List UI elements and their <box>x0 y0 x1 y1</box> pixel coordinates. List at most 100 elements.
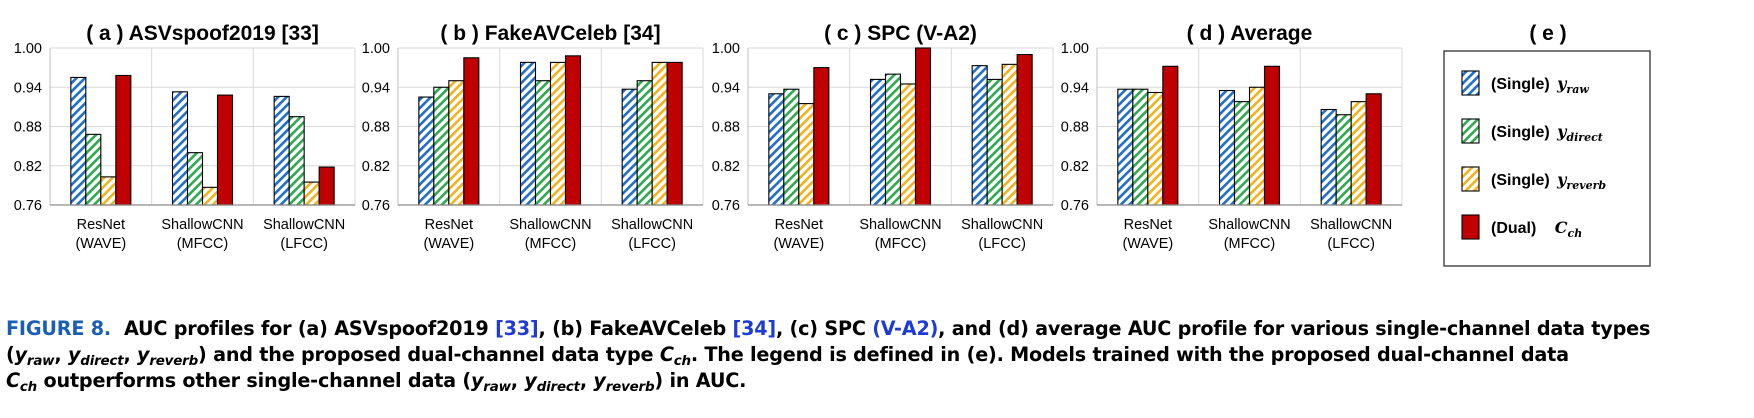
bar-direct <box>636 80 653 206</box>
caption-line-1: FIGURE 8. AUC profiles for (a) ASVspoof2… <box>6 316 1746 342</box>
bar-reverb <box>1147 91 1164 206</box>
caption-symbol: y <box>67 343 81 366</box>
caption-text: , and (d) average AUC profile for variou… <box>938 317 1651 340</box>
y-tick-label: 0.82 <box>1061 159 1089 175</box>
bar-dual <box>813 67 830 206</box>
y-tick-label: 0.88 <box>14 120 42 136</box>
y-tick-label: 0.94 <box>1061 80 1089 96</box>
y-tick-label: 0.76 <box>1061 198 1089 214</box>
y-tick-label: 0.94 <box>14 80 42 96</box>
bar-dual <box>666 61 683 206</box>
x-tick-label: ResNet (WAVE) <box>75 217 126 252</box>
bar-dual <box>1162 65 1179 206</box>
bar-reverb <box>448 80 465 206</box>
y-tick-label: 0.88 <box>362 120 390 136</box>
y-tick-label: 1.00 <box>712 41 740 57</box>
caption-symbol: y <box>593 369 606 392</box>
x-tick-label: ShallowCNN (MFCC) <box>1208 217 1290 252</box>
bar-direct <box>783 88 800 206</box>
caption-figure-label: FIGURE 8. <box>6 317 111 340</box>
caption-subscript: ch <box>19 380 38 395</box>
ref-va2-link[interactable]: (V-A2) <box>872 317 939 340</box>
y-tick-label: 0.82 <box>14 159 42 175</box>
bar-raw <box>171 91 189 206</box>
caption-subscript: raw <box>483 380 511 395</box>
ref-34-link[interactable]: [34] <box>732 317 777 340</box>
caption-text: , (b) FakeAVCeleb <box>538 317 733 340</box>
chart-panel-1: ( a ) ASVspoof2019 [33] 0.76 0.82 0.88 0.94 1… <box>14 22 356 252</box>
x-tick-label: ResNet (WAVE) <box>773 217 824 252</box>
bar-raw <box>519 61 537 206</box>
bar-dual <box>115 74 132 206</box>
caption-symbol: y <box>470 369 484 392</box>
caption-line-2: (yraw, ydirect, yreverb) and the propose… <box>6 342 1746 368</box>
y-tick-label: 0.76 <box>362 198 390 214</box>
caption-symbol: y <box>14 343 28 366</box>
caption-text: AUC profiles for (a) ASVspoof2019 <box>123 317 496 340</box>
caption-symbol: C <box>659 343 674 366</box>
ref-33-link[interactable]: [33] <box>495 317 539 340</box>
caption-text: ( <box>6 343 15 366</box>
legend-title: ( e ) <box>1529 22 1566 45</box>
x-tick-label: ShallowCNN (LFCC) <box>263 217 345 252</box>
x-tick-label: ShallowCNN (MFCC) <box>509 217 591 252</box>
bar-direct <box>186 152 204 206</box>
bar-raw <box>869 78 887 206</box>
bar-direct <box>986 78 1003 206</box>
y-tick-label: 0.94 <box>712 80 740 96</box>
bar-dual <box>318 166 335 206</box>
caption-sep: , <box>579 369 594 392</box>
bar-direct <box>1132 88 1149 206</box>
bar-direct <box>884 73 902 206</box>
bar-reverb <box>1350 101 1367 206</box>
bar-direct <box>288 116 305 206</box>
y-tick-label: 0.82 <box>712 159 740 175</box>
bar-reverb <box>899 83 917 206</box>
legend-swatch-reverb <box>1461 166 1480 192</box>
bar-dual <box>463 57 480 206</box>
bar-reverb <box>798 103 815 206</box>
legend: ( e ) (Single) yraw (Single) ydirect (Singl… <box>1443 22 1651 267</box>
bar-reverb <box>100 176 117 206</box>
caption-sep: , <box>510 369 525 392</box>
bar-dual <box>914 47 932 206</box>
bar-dual <box>1016 53 1033 206</box>
bar-direct <box>433 86 450 206</box>
chart-title: ( c ) SPC (V-A2) <box>824 22 977 45</box>
legend-label-dual: (Dual) Cch <box>1491 218 1582 240</box>
bar-dual <box>1263 65 1281 206</box>
caption-subscript: reverb <box>149 354 199 369</box>
bar-dual <box>1365 93 1382 206</box>
figure-charts: ( a ) ASVspoof2019 [33] 0.76 0.82 0.88 0.94 1… <box>14 22 1651 267</box>
bar-reverb <box>549 61 567 206</box>
y-tick-label: 0.94 <box>362 80 390 96</box>
legend-label-raw: (Single) yraw <box>1491 74 1589 96</box>
y-tick-label: 0.82 <box>362 159 390 175</box>
bar-reverb <box>201 186 219 206</box>
bar-raw <box>1320 108 1337 206</box>
x-tick-label: ResNet (WAVE) <box>423 217 474 252</box>
caption-symbol: y <box>524 369 537 392</box>
legend-swatch-dual <box>1461 214 1480 240</box>
y-tick-label: 1.00 <box>1061 41 1089 57</box>
y-tick-label: 0.88 <box>1061 120 1089 136</box>
caption-subscript: ch <box>673 354 691 369</box>
bar-raw <box>418 96 435 206</box>
caption-subscript: reverb <box>605 380 655 395</box>
y-tick-label: 1.00 <box>362 41 390 57</box>
legend-label-reverb: (Single) yreverb <box>1491 170 1606 192</box>
bar-reverb <box>1001 63 1018 206</box>
bar-raw <box>621 88 638 206</box>
bar-raw <box>1218 89 1236 206</box>
x-tick-label: ResNet (WAVE) <box>1122 217 1173 252</box>
caption-sep: , <box>54 343 68 366</box>
caption-line-3: Cch outperforms other single-channel dat… <box>6 368 1746 394</box>
caption-sep: , <box>123 343 138 366</box>
figure-caption: FIGURE 8. AUC profiles for (a) ASVspoof2… <box>6 316 1746 394</box>
legend-label-direct: (Single) ydirect <box>1491 122 1603 144</box>
chart-title: ( d ) Average <box>1187 22 1313 45</box>
x-tick-label: ShallowCNN (MFCC) <box>161 217 243 252</box>
caption-subscript: direct <box>536 380 580 395</box>
bar-reverb <box>303 181 320 206</box>
chart-panel-2: ( b ) FakeAVCeleb [34] 0.76 0.82 0.88 0.94 1.… <box>362 22 704 252</box>
